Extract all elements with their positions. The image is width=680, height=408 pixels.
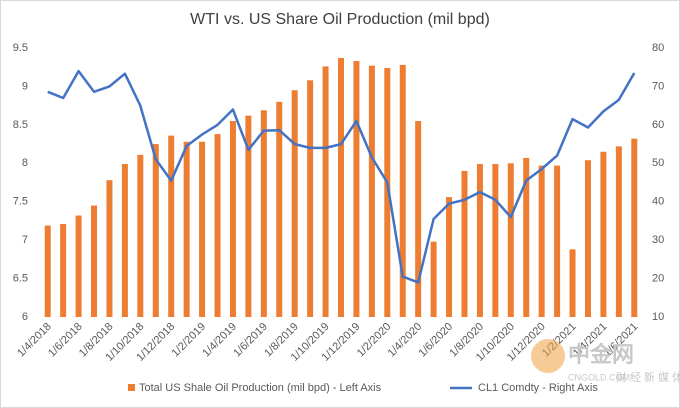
bar [137,154,144,317]
bar [291,90,298,318]
bar [554,165,561,317]
y2-tick-label: 30 [652,234,664,246]
bar [168,135,175,317]
bar [399,64,406,317]
y-tick-label: 9.5 [13,42,28,54]
bar [322,66,329,318]
bar [600,151,607,317]
y-tick-label: 6.5 [13,272,28,284]
y2-tick-label: 70 [652,80,664,92]
bar [229,121,236,317]
bar [538,165,545,317]
bar [476,164,483,317]
y-tick-label: 7.5 [13,196,28,208]
bar [199,141,206,317]
watermark-logo [531,339,565,373]
y2-tick-label: 50 [652,157,664,169]
bar [430,241,437,317]
line [47,69,636,284]
watermark-tagline: 财经新媒体 [616,370,680,384]
bar [276,101,283,317]
bar [152,144,159,317]
bar [584,160,591,317]
y-tick-label: 7 [22,234,28,246]
bar [461,170,468,317]
y-tick-label: 8 [22,157,28,169]
bar [214,134,221,317]
bar [507,163,514,317]
bar [615,146,622,317]
bar [569,249,576,317]
bar [121,164,128,317]
watermark-brand: 中金网 [568,342,634,367]
bar [260,110,267,317]
bar [523,157,530,317]
bar [492,164,499,317]
legend-swatch [128,384,135,391]
bar [106,180,113,317]
y2-tick-label: 80 [652,42,664,54]
bar [338,57,344,318]
bar [353,61,360,317]
y-tick-label: 9 [22,80,28,92]
bar [245,115,252,318]
y-tick-label: 6 [22,311,28,323]
bar [183,141,190,317]
bar [631,138,638,317]
bar [368,65,375,317]
bar [44,225,51,317]
bar [75,215,82,317]
bar [60,224,67,317]
bar [91,205,98,317]
y2-tick-label: 10 [652,311,664,323]
y2-tick-label: 60 [652,119,664,131]
bar [415,121,422,317]
legend-label: Total US Shale Oil Production (mil bpd) … [139,382,382,394]
chart-title: WTI vs. US Share Oil Production (mil bpd… [190,11,490,28]
watermark: 中金网 CNGOLD.COM 财经新媒体 [531,339,680,384]
y2-tick-label: 40 [652,196,664,208]
bar [384,67,391,318]
bar [307,80,314,317]
y2-tick-label: 20 [652,272,664,284]
bar [446,197,453,317]
y-tick-label: 8.5 [13,119,28,131]
watermark-site: CNGOLD.COM [568,372,630,382]
legend-label: CL1 Comdty - Right Axis [478,382,598,394]
